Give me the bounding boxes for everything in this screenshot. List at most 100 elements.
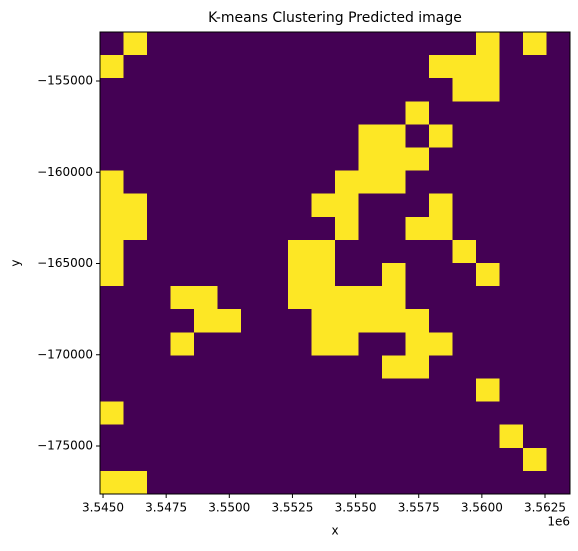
- raster-cell: [523, 378, 547, 403]
- raster-cell: [405, 378, 430, 403]
- raster-cell: [335, 32, 359, 56]
- raster-cell: [264, 193, 289, 218]
- raster-cell: [382, 32, 406, 56]
- raster-cell: [170, 332, 195, 356]
- raster-cell: [288, 470, 312, 495]
- raster-cell: [476, 78, 500, 102]
- raster-cell: [170, 55, 195, 79]
- raster-cell: [429, 170, 453, 195]
- raster-cell: [335, 55, 359, 79]
- raster-cell: [452, 170, 477, 195]
- raster-cell: [523, 101, 547, 125]
- raster-cell: [499, 170, 524, 195]
- raster-cell: [311, 101, 336, 125]
- raster-cell: [264, 470, 289, 495]
- raster-cell: [358, 55, 383, 79]
- raster-cell: [170, 401, 195, 426]
- raster-cell: [358, 286, 383, 310]
- x-tick-label: 3.5500: [208, 501, 250, 515]
- raster-cell: [217, 239, 242, 264]
- raster-cell: [405, 216, 430, 241]
- raster-cell: [311, 124, 336, 148]
- raster-cell: [170, 147, 195, 172]
- raster-cell: [476, 55, 500, 79]
- raster-cell: [217, 378, 242, 403]
- raster-cell: [311, 424, 336, 449]
- raster-cell: [452, 216, 477, 241]
- raster-cell: [335, 193, 359, 218]
- raster-cell: [476, 147, 500, 172]
- raster-cell: [499, 147, 524, 172]
- raster-cell: [170, 216, 195, 241]
- raster-cell: [100, 263, 124, 287]
- raster-cell: [217, 263, 242, 287]
- raster-cell: [217, 355, 242, 379]
- raster-cell: [452, 263, 477, 287]
- raster-cell: [358, 470, 383, 495]
- raster-cell: [546, 332, 571, 356]
- raster-cell: [147, 55, 171, 79]
- raster-cell: [335, 355, 359, 379]
- raster-cell: [100, 378, 124, 403]
- raster-cell: [170, 286, 195, 310]
- raster-cell: [147, 332, 171, 356]
- x-axis-label: x: [331, 524, 338, 538]
- raster-cell: [523, 32, 547, 56]
- raster-cell: [264, 378, 289, 403]
- raster-cell: [358, 216, 383, 241]
- raster-cell: [217, 147, 242, 172]
- raster-cell: [123, 332, 148, 356]
- raster-cell: [241, 32, 265, 56]
- raster-cell: [382, 101, 406, 125]
- raster-cell: [288, 239, 312, 264]
- raster-cell: [100, 55, 124, 79]
- raster-cell: [288, 286, 312, 310]
- raster-cell: [288, 263, 312, 287]
- raster-cell: [499, 470, 524, 495]
- raster-cell: [476, 216, 500, 241]
- raster-cell: [123, 124, 148, 148]
- raster-cell: [452, 239, 477, 264]
- raster-cell: [170, 101, 195, 125]
- raster-cell: [382, 193, 406, 218]
- raster-cell: [405, 470, 430, 495]
- raster-cell: [311, 401, 336, 426]
- raster-cell: [123, 378, 148, 403]
- x-tick-label: 3.5475: [145, 501, 187, 515]
- raster-cell: [241, 263, 265, 287]
- raster-cell: [100, 193, 124, 218]
- raster-cell: [170, 309, 195, 333]
- raster-cell: [382, 447, 406, 472]
- raster-cell: [452, 470, 477, 495]
- raster-cell: [123, 78, 148, 102]
- raster-cell: [217, 470, 242, 495]
- raster-cell: [382, 286, 406, 310]
- raster-cell: [100, 101, 124, 125]
- raster-cell: [264, 32, 289, 56]
- raster-cell: [429, 78, 453, 102]
- raster-cell: [241, 78, 265, 102]
- raster-cell: [476, 286, 500, 310]
- raster-cell: [429, 447, 453, 472]
- raster-cell: [311, 147, 336, 172]
- raster-cell: [100, 286, 124, 310]
- raster-cell: [358, 424, 383, 449]
- raster-cell: [429, 378, 453, 403]
- raster-cell: [170, 470, 195, 495]
- raster-cell: [147, 424, 171, 449]
- raster-cell: [405, 332, 430, 356]
- raster-cell: [358, 170, 383, 195]
- raster-cell: [499, 193, 524, 218]
- raster-cell: [264, 147, 289, 172]
- raster-cell: [147, 447, 171, 472]
- raster-cell: [335, 424, 359, 449]
- raster-cell: [100, 401, 124, 426]
- raster-cell: [147, 286, 171, 310]
- raster-cell: [546, 55, 571, 79]
- raster-cell: [170, 170, 195, 195]
- raster-cell: [429, 424, 453, 449]
- raster-cell: [452, 309, 477, 333]
- raster-cell: [194, 378, 218, 403]
- raster-cell: [264, 355, 289, 379]
- raster-cell: [194, 401, 218, 426]
